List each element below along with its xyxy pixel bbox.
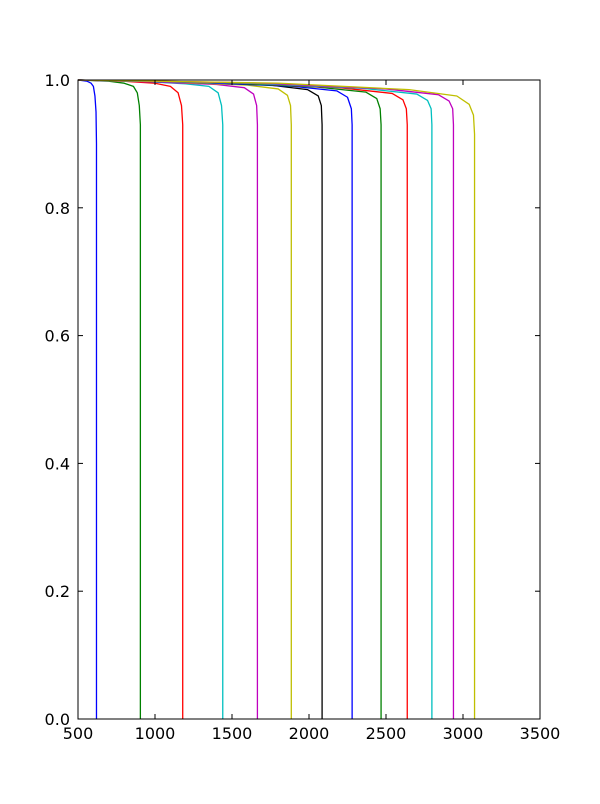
series-line-1: [77, 79, 98, 719]
x-tick-label: 1500: [212, 724, 253, 743]
y-tick-label: 1.0: [45, 71, 70, 90]
x-tick-label: 500: [63, 724, 94, 743]
series-line-12: [77, 79, 455, 719]
series-line-2: [77, 79, 142, 719]
series-line-13: [77, 79, 476, 719]
x-tick-label: 3500: [520, 724, 561, 743]
x-tick-label: 2000: [289, 724, 330, 743]
y-tick-label: 0.0: [45, 710, 70, 729]
x-tick-label: 1000: [135, 724, 176, 743]
plot-background: [78, 80, 540, 719]
x-tick-label: 2500: [366, 724, 407, 743]
series-layer: [77, 79, 476, 719]
y-tick-label: 0.6: [45, 327, 70, 346]
series-line-11: [77, 79, 433, 719]
plot-frame: [77, 79, 541, 720]
x-tick-label: 3000: [443, 724, 484, 743]
y-tick-label: 0.4: [45, 454, 70, 473]
y-tick-label: 0.2: [45, 582, 70, 601]
axes-layer: 500 1000 1500 2000 2500 3000 3500 0.0 0.2 0.4 0.6 0…: [45, 71, 561, 743]
y-tick-label: 0.8: [45, 199, 70, 218]
